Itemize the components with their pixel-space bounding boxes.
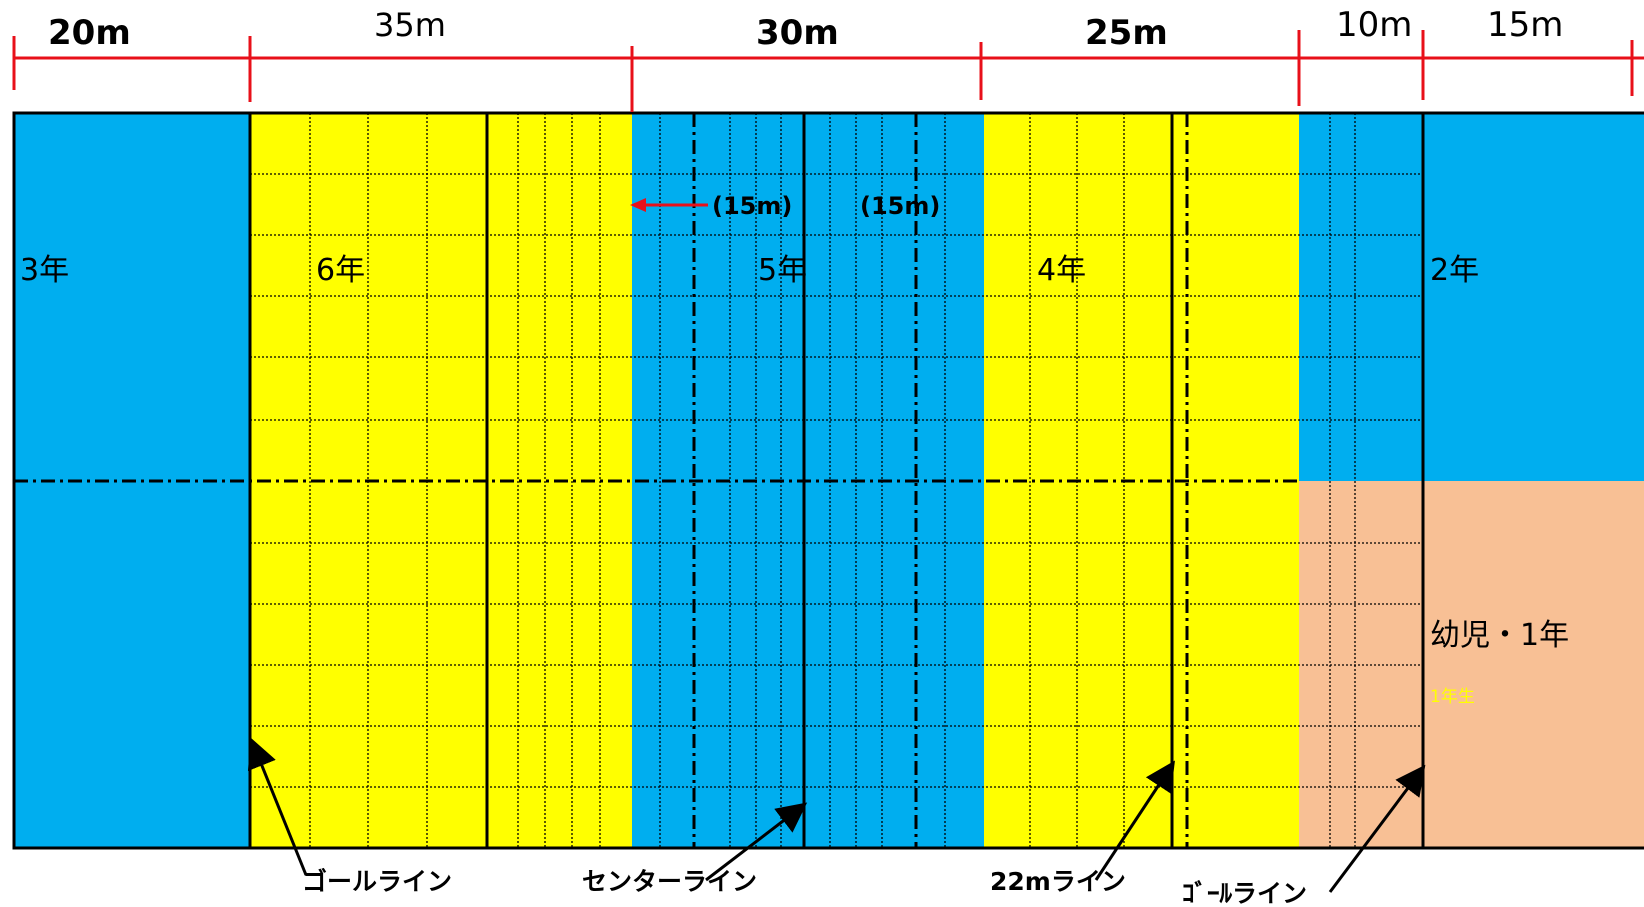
callout-goal-line-right: ｺﾞｰﾙライン: [1182, 879, 1307, 907]
callout-center-line: センターライン: [582, 867, 757, 896]
dimension-ticks: [12, 30, 1634, 112]
dimension-30m: 30m: [756, 13, 839, 53]
dimension-15m: 15m: [1487, 5, 1563, 45]
zone-grade2: [1423, 113, 1644, 481]
label-kinder-grade1: 幼児・1年: [1430, 618, 1569, 653]
label-grade1-small: 1年生: [1430, 687, 1475, 707]
arrow-goal-line-left: [247, 737, 308, 876]
dimension-20m: 20m: [48, 13, 131, 53]
label-grade2: 2年: [1430, 253, 1479, 288]
label-grade4: 4年: [1037, 253, 1086, 288]
dimension-25m: 25m: [1085, 13, 1168, 53]
note-width-right: (15m): [860, 192, 940, 220]
label-grade6: 6年: [316, 253, 365, 288]
note-width-left: (15m): [712, 192, 792, 220]
zone-grade2-left: [1299, 113, 1423, 481]
dimension-35m: 35m: [374, 6, 446, 44]
arrow-center-line: [705, 802, 808, 882]
dimension-10m: 10m: [1336, 5, 1412, 45]
red-arrow-head: [630, 198, 646, 212]
label-grade3: 3年: [20, 253, 69, 288]
grid-lines: [250, 113, 1423, 848]
arrow-goal-line-right: [1328, 764, 1426, 893]
callout-22m-line: 22mライン: [990, 867, 1126, 896]
field-border: [12, 111, 1644, 850]
callout-goal-line-left: ゴールライン: [302, 867, 452, 896]
zone-kinder-grade1: [1423, 481, 1644, 848]
arrow-22m-line: [1094, 760, 1175, 881]
label-grade5: 5年: [758, 253, 807, 288]
